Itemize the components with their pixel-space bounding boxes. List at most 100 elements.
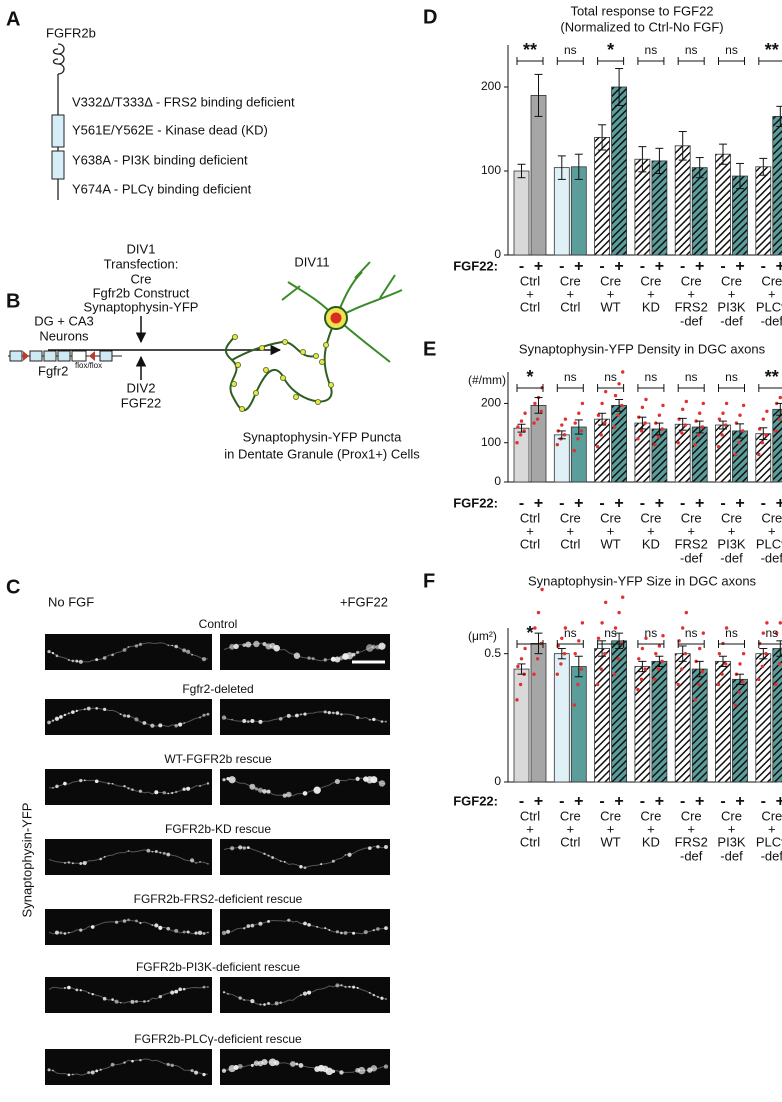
punctum [340,931,343,935]
series-name: - [680,495,685,512]
data-point [600,401,604,406]
x-tick-joiner: + [607,821,615,836]
protocol-text: in Dentate Granule (Prox1+) Cells [224,446,420,461]
x-tick-label: Cre [600,273,621,288]
series-name: + [695,258,704,275]
punctum [250,998,255,1004]
x-tick-label: PLCγ [756,299,782,314]
series-name: + [655,495,664,512]
punctum [47,1068,51,1072]
significance-bracket [556,57,584,65]
significance-bracket [597,384,625,392]
kinase-domain [51,114,65,148]
significance-bracket [718,640,745,648]
punctum [262,641,267,647]
punctum [316,925,319,928]
bar [755,166,772,256]
data-point [720,433,724,437]
chart: E Synaptophysin-YFP Density in DGC axons (… [423,338,782,565]
column-header: No FGF [48,594,94,609]
significance-bracket [677,384,705,392]
x-tick-joiner: + [567,286,575,301]
x-tick-label: KD [642,536,660,551]
data-point [533,626,537,630]
x-tick-label: WT [600,299,620,314]
punctum [352,931,356,935]
data-point [738,662,742,666]
punctum [75,988,79,992]
punctum [198,784,202,788]
punctum [154,850,158,854]
data-point [636,687,640,692]
data-point [577,639,581,643]
data-point [616,657,620,661]
series-name: - [519,793,524,810]
punctum [222,991,226,994]
punctum [332,711,335,715]
mutation: Y674A - PLCγ binding deficient [72,181,252,196]
punctum [114,999,119,1004]
x-tick-label: PI3K [717,536,746,551]
punctum [102,656,107,660]
data-point [656,667,661,671]
bar [772,116,782,256]
data-point [680,431,684,435]
punctum [370,776,378,784]
x-tick-label: Cre [560,510,581,525]
data-point [643,421,647,425]
punctum [202,985,206,989]
chart-title: Total response to FGF22 [570,3,713,18]
neuron [224,261,403,412]
x-tick-label: Cre [761,808,782,823]
punctum [331,859,335,863]
nucleus [330,312,342,324]
data-point [516,425,520,429]
punctum [378,780,386,787]
punctum [366,644,374,652]
column-header: +FGF22 [340,594,388,609]
significance: ns [564,626,577,640]
punctum [348,985,351,988]
exon [29,350,43,362]
data-point [697,682,701,687]
protocol-text: DIV11 [294,254,329,269]
data-point [764,433,768,437]
panel-label: C [6,576,20,598]
punctum [286,713,291,718]
y-axis-label: (μm²) [468,629,497,643]
punctum [267,1002,270,1005]
punctum [67,1073,71,1077]
x-tick-label: FRS2 [675,299,708,314]
punctum [138,642,143,646]
punctum [263,1003,266,1006]
series-name: + [655,258,664,275]
punctum [119,713,122,716]
bar [755,433,772,483]
series-name: + [695,793,704,810]
gene-name: Fgfr2 [38,363,68,378]
significance: ** [523,40,537,60]
punctum [198,716,202,719]
data-point [604,389,608,394]
series-name: - [599,793,604,810]
kinase-domain [51,150,65,180]
punctum [139,921,142,925]
punctum [252,389,259,396]
bar [553,167,570,256]
punctum [231,718,233,721]
significance: ns [645,43,658,57]
punctum [186,786,191,791]
mutation: V332Δ/T333Δ - FRS2 binding deficient [72,94,295,109]
punctum [71,862,74,865]
bar [732,430,748,483]
punctum [238,996,242,1000]
data-point [737,441,741,445]
punctum [221,1068,227,1073]
data-point [661,634,665,638]
punctum [67,985,71,990]
punctum [107,782,110,785]
punctum [320,863,323,866]
y-tick-label: 100 [481,163,501,177]
punctum [258,719,263,724]
punctum [202,1072,206,1077]
